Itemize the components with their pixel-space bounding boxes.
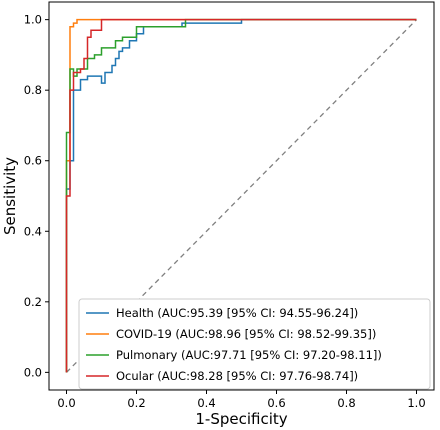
legend-label-2: COVID-19 (AUC:98.96 [95% CI: 98.52-99.35… [116, 327, 376, 341]
y-tick-label: 0.2 [24, 295, 42, 309]
y-axis-ticks: 0.0 0.2 0.4 0.6 0.8 1.0 [24, 13, 49, 379]
x-axis-title: 1-Specificity [195, 410, 287, 428]
legend-box [78, 298, 431, 390]
x-tick-label: 0.6 [267, 396, 285, 410]
x-tick-label: 0.8 [337, 396, 355, 410]
plot-frame [48, 1, 435, 391]
y-axis-title: Sensitivity [1, 157, 19, 235]
y-tick-label: 0.0 [24, 365, 42, 379]
series-layer [65, 18, 417, 373]
y-tick-label: 0.6 [24, 154, 42, 168]
x-tick-label: 1.0 [407, 396, 425, 410]
x-axis-ticks: 0.0 0.2 0.4 0.6 0.8 1.0 [57, 390, 426, 410]
legend-label-4: Ocular (AUC:98.28 [95% CI: 97.76-98.74]) [116, 369, 358, 383]
y-tick-label: 0.8 [24, 83, 42, 97]
series-line-4 [65, 18, 417, 373]
y-tick-label: 1.0 [24, 13, 42, 27]
legend-label-1: Health (AUC:95.39 [95% CI: 94.55-96.24]) [116, 306, 358, 320]
legend: Health (AUC:95.39 [95% CI: 94.55-96.24])… [78, 298, 431, 390]
x-tick-label: 0.0 [57, 396, 75, 410]
x-tick-label: 0.2 [127, 396, 145, 410]
series-line-2 [65, 18, 417, 373]
series-line-3 [65, 18, 417, 373]
x-tick-label: 0.4 [197, 396, 215, 410]
y-tick-label: 0.4 [24, 224, 42, 238]
plot-area [48, 1, 435, 391]
legend-label-3: Pulmonary (AUC:97.71 [95% CI: 97.20-98.1… [116, 348, 382, 362]
